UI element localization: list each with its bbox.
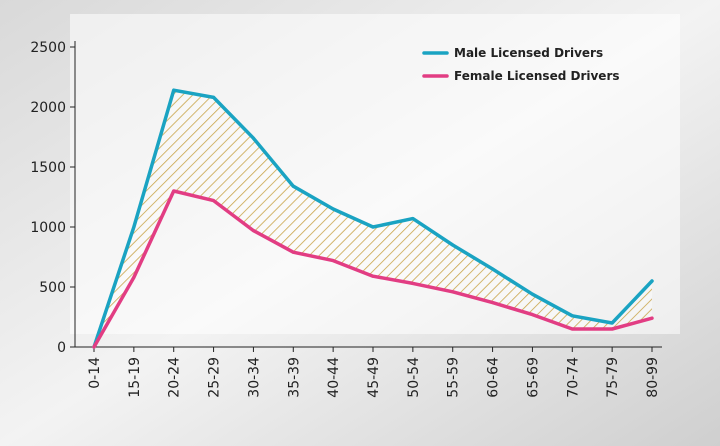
y-tick-label: 0 xyxy=(57,340,66,356)
x-tick-label: 35-39 xyxy=(286,357,302,398)
x-tick-label: 65-69 xyxy=(525,357,541,398)
data-point-male xyxy=(411,217,415,221)
x-tick-label: 15-19 xyxy=(127,357,143,398)
data-point-male xyxy=(610,321,614,325)
y-tick-label: 2000 xyxy=(30,100,66,116)
x-tick-label: 55-59 xyxy=(446,357,462,398)
data-point-female xyxy=(92,345,96,349)
y-tick-label: 2500 xyxy=(30,40,66,56)
data-point-female xyxy=(411,281,415,285)
x-tick-label: 70-74 xyxy=(565,357,581,398)
x-tick-label: 40-44 xyxy=(326,357,342,398)
x-tick-label: 50-54 xyxy=(406,357,422,398)
x-tick-label: 45-49 xyxy=(366,357,382,398)
data-point-male xyxy=(650,279,654,283)
data-point-male xyxy=(530,292,534,296)
data-point-male xyxy=(172,88,176,92)
x-tick-label: 0-14 xyxy=(87,357,103,389)
x-axis-ticks: 0-14 15-19 20-24 25-29 30-34 35-39 40-44 45-49 5… xyxy=(87,347,661,398)
data-point-female xyxy=(451,290,455,294)
x-tick-label: 30-34 xyxy=(246,357,262,398)
data-point-male xyxy=(570,314,574,318)
x-tick-label: 60-64 xyxy=(486,357,502,398)
data-point-male xyxy=(132,225,136,229)
legend-label-female: Female Licensed Drivers xyxy=(454,69,620,83)
data-point-female xyxy=(570,327,574,331)
y-axis-ticks: 0 500 1000 1500 2000 2500 xyxy=(30,40,75,356)
x-tick-label: 20-24 xyxy=(167,357,183,398)
data-point-female xyxy=(610,327,614,331)
x-tick-label: 80-99 xyxy=(645,357,661,398)
data-point-female xyxy=(331,259,335,263)
data-point-female xyxy=(491,301,495,305)
x-tick-label: 75-79 xyxy=(605,357,621,398)
data-point-male xyxy=(451,243,455,247)
data-point-female xyxy=(172,189,176,193)
data-point-female xyxy=(650,316,654,320)
y-tick-label: 1500 xyxy=(30,160,66,176)
data-point-female xyxy=(132,275,136,279)
data-point-female xyxy=(251,229,255,233)
data-point-male xyxy=(212,95,216,99)
data-point-female xyxy=(212,199,216,203)
y-tick-label: 500 xyxy=(39,280,66,296)
data-point-male xyxy=(291,184,295,188)
data-point-male xyxy=(331,207,335,211)
data-point-male xyxy=(491,267,495,271)
data-point-male xyxy=(371,225,375,229)
x-tick-label: 25-29 xyxy=(207,357,223,398)
data-point-female xyxy=(291,250,295,254)
axes xyxy=(74,41,662,348)
legend: Male Licensed Drivers Female Licensed Dri… xyxy=(422,46,620,83)
legend-label-male: Male Licensed Drivers xyxy=(454,46,603,60)
data-point-female xyxy=(371,274,375,278)
y-tick-label: 1000 xyxy=(30,220,66,236)
series-lines xyxy=(92,88,654,349)
data-point-female xyxy=(530,313,534,317)
data-point-male xyxy=(251,136,255,140)
